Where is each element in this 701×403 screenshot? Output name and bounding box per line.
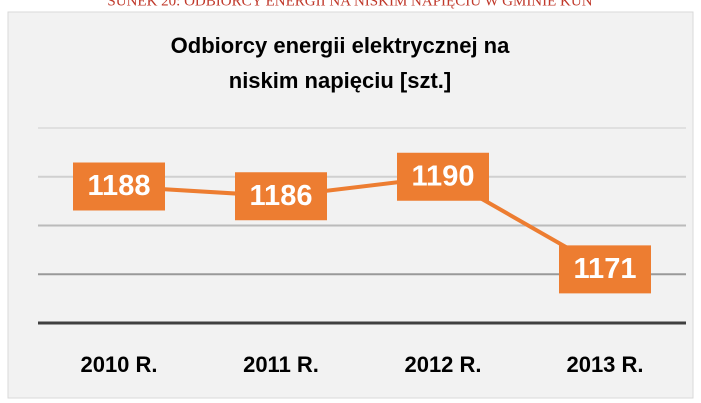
x-tick-label: 2013 R.	[566, 352, 643, 377]
data-label-box	[559, 245, 651, 294]
chart-title: niskim napięciu [szt.]	[229, 68, 452, 93]
caption: SUNEK 20: ODBIORCY ENERGII NA NISKIM NAP…	[107, 0, 592, 9]
data-label: 1171	[574, 253, 637, 285]
x-tick-label: 2010 R.	[80, 352, 157, 377]
data-label: 1190	[412, 160, 475, 192]
data-label-box	[397, 152, 489, 201]
x-tick-label: 2011 R.	[243, 352, 319, 377]
data-label-box	[235, 172, 327, 221]
chart-title: Odbiorcy energii elektrycznej na	[171, 33, 510, 58]
data-label: 1188	[88, 170, 151, 202]
x-tick-label: 2012 R.	[404, 352, 481, 377]
line	[118, 174, 606, 272]
data-label: 1186	[250, 180, 313, 212]
data-label-box	[73, 162, 165, 211]
